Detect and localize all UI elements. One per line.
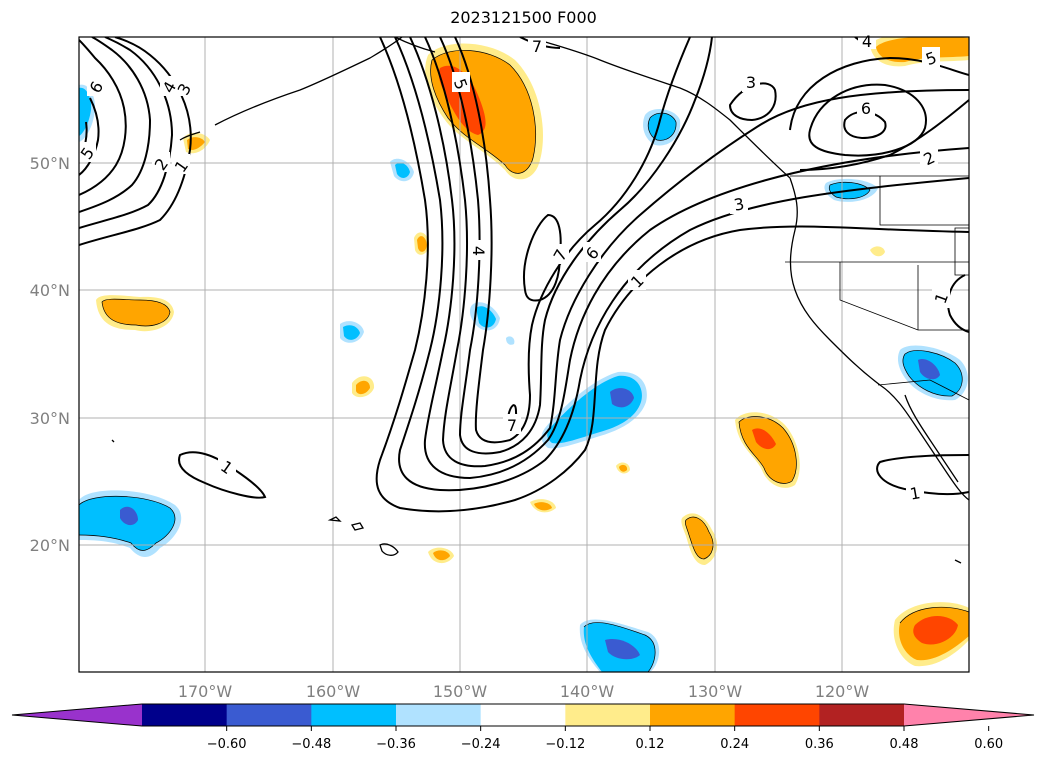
- lat-label: 20°N: [30, 536, 70, 555]
- lat-label: 50°N: [30, 154, 70, 173]
- contour-label: 3: [746, 73, 756, 92]
- colorbar-tick-label: 0.12: [636, 737, 665, 752]
- contour-label: 7: [507, 416, 517, 435]
- contour-label: 4: [862, 32, 872, 51]
- colorbar-tick-label: 0.48: [890, 737, 919, 752]
- lon-label: 170°W: [178, 682, 233, 701]
- colorbar-bin: [565, 704, 651, 726]
- colorbar-bin: [396, 704, 482, 726]
- contour-label: 1: [908, 483, 921, 503]
- lon-label: 140°W: [560, 682, 615, 701]
- colorbar-extend-low: [12, 704, 142, 726]
- colorbar-bin: [734, 704, 820, 726]
- lon-label: 160°W: [306, 682, 361, 701]
- lat-label: 40°N: [30, 281, 70, 300]
- colorbar-bin: [311, 704, 397, 726]
- colorbar-tick-label: 0.36: [805, 737, 834, 752]
- lon-label: 130°W: [688, 682, 743, 701]
- map-border: [78, 36, 970, 673]
- lat-label: 30°N: [30, 409, 70, 428]
- contour-label: 7: [532, 37, 542, 56]
- colorbar-tick-label: −0.60: [207, 737, 247, 752]
- colorbar-tick-label: −0.48: [291, 737, 331, 752]
- contour-label-halos: [79, 37, 950, 503]
- shading-outlines: [79, 50, 969, 672]
- lon-label: 150°W: [433, 682, 488, 701]
- colorbar-bin: [226, 704, 312, 726]
- colorbar-bin: [650, 704, 736, 726]
- colorbar-tick-label: −0.24: [461, 737, 501, 752]
- contour-label: 6: [861, 99, 871, 118]
- colorbar-tick-label: 0.24: [720, 737, 749, 752]
- colorbar-tick-label: −0.12: [545, 737, 585, 752]
- contour-label: 4: [469, 246, 488, 256]
- contour-label: 3: [732, 194, 745, 214]
- political-borders: [785, 175, 969, 401]
- colorbar-outline: [11, 703, 1035, 727]
- colorbar-extend-high: [904, 704, 1034, 726]
- latitude-labels: 50°N 40°N 30°N 20°N: [30, 154, 70, 555]
- colorbar-bin: [819, 704, 905, 726]
- colorbar-tick-label: 0.60: [974, 737, 1003, 752]
- map-title: 2023121500 F000: [450, 8, 597, 27]
- colorbar-bin: [142, 704, 228, 726]
- lon-label: 120°W: [815, 682, 870, 701]
- colorbar-tick-label: −0.36: [376, 737, 416, 752]
- longitude-labels: 170°W 160°W 150°W 140°W 130°W 120°W: [178, 682, 870, 701]
- colorbar-bin: [480, 704, 566, 726]
- colorbar: −0.60 −0.48 −0.36 −0.24 −0.12 0.12 0.24 0.36 0.4…: [11, 703, 1035, 752]
